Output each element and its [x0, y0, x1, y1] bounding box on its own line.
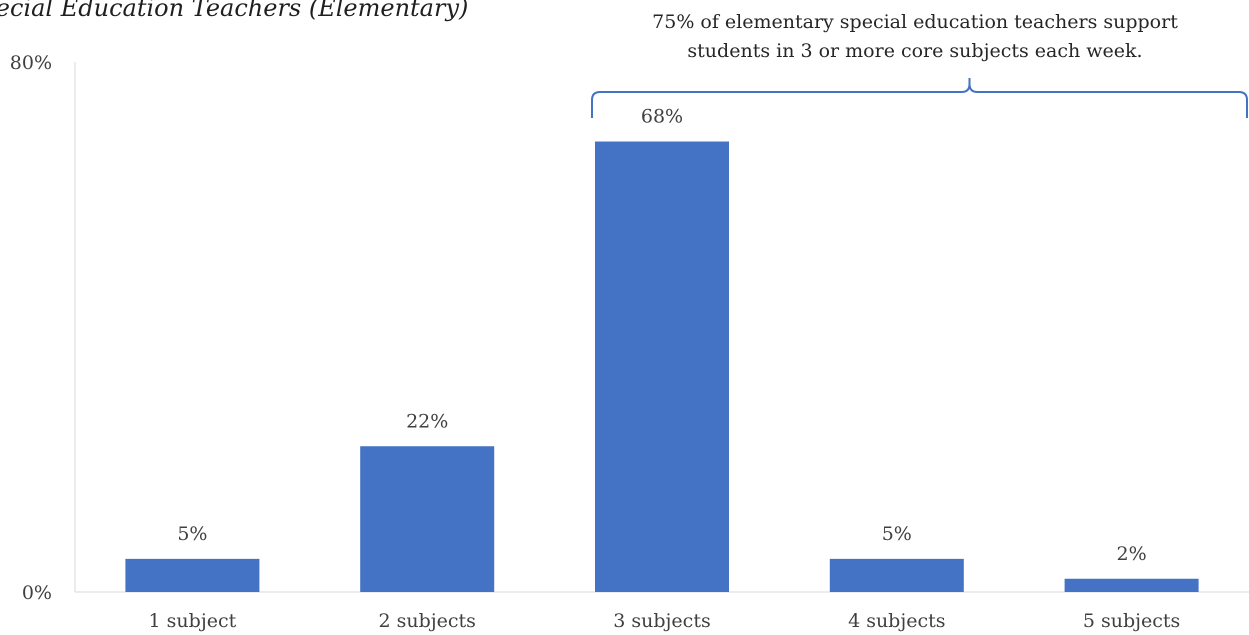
y-tick-label: 80%	[10, 52, 52, 74]
bar	[360, 446, 495, 592]
bar	[125, 558, 260, 592]
x-tick-label: 2 subjects	[378, 610, 475, 632]
annotation-line-2: students in 3 or more core subjects each…	[687, 40, 1143, 62]
bar	[829, 558, 964, 592]
data-label: 5%	[882, 523, 912, 545]
annotation-line-1: 75% of elementary special education teac…	[652, 11, 1178, 33]
annotation-brace	[591, 78, 1248, 118]
chart-title: Special Education Teachers (Elementary)	[0, 0, 469, 22]
x-tick-label: 1 subject	[149, 610, 237, 632]
data-labels: 5% 22% 68% 5% 2%	[177, 106, 1146, 565]
data-label: 5%	[177, 523, 207, 545]
data-label: 2%	[1117, 543, 1147, 565]
y-tick-label: 0%	[22, 582, 52, 604]
data-label: 22%	[406, 410, 448, 432]
bars	[125, 141, 1199, 592]
bar	[1064, 578, 1199, 592]
x-tick-label: 3 subjects	[613, 610, 710, 632]
tick-labels: 0% 80% 1 subject 2 subjects 3 subjects 4 subj…	[10, 52, 1181, 632]
x-tick-label: 5 subjects	[1083, 610, 1180, 632]
x-tick-label: 4 subjects	[848, 610, 945, 632]
data-label: 68%	[641, 106, 683, 128]
bar	[595, 141, 729, 592]
annotation-text: 75% of elementary special education teac…	[560, 8, 1249, 66]
